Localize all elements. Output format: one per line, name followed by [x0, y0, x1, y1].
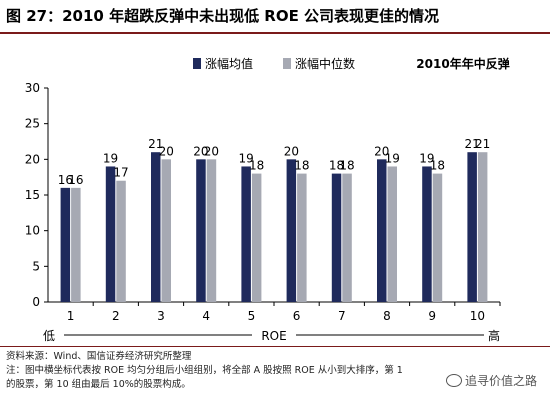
- annotation-label: 2010年年中反弹: [416, 56, 509, 71]
- legend: 涨幅均值 涨幅中位数: [193, 56, 355, 71]
- x-tick-label: 10: [470, 309, 485, 323]
- x-tick-label: 7: [338, 309, 346, 323]
- bar-median: [387, 166, 397, 302]
- x-axis-low-label: 低: [43, 329, 55, 343]
- y-tick-label: 10: [25, 224, 40, 238]
- bar-mean: [377, 159, 387, 302]
- bar-mean: [331, 173, 342, 302]
- x-tick-label: 1: [67, 309, 75, 323]
- y-tick-label: 15: [25, 188, 40, 202]
- bar-mean: [60, 187, 71, 302]
- x-axis-title: ROE: [261, 329, 286, 343]
- y-tick-label: 25: [25, 117, 40, 131]
- data-label: 18: [294, 159, 309, 173]
- bar-mean: [196, 159, 206, 302]
- note-line-1: 注：图中横坐标代表按 ROE 均匀分组后小组组别，将全部 A 股按照 ROE 从…: [6, 365, 403, 376]
- x-tick-label: 4: [202, 309, 210, 323]
- bar-mean: [105, 166, 116, 302]
- bar-mean: [151, 152, 161, 302]
- x-tick-label: 2: [112, 309, 120, 323]
- data-label: 16: [68, 173, 83, 187]
- data-label: 21: [475, 137, 490, 151]
- x-tick-label: 3: [157, 309, 165, 323]
- data-label: 19: [419, 151, 434, 165]
- data-label: 16: [58, 173, 73, 187]
- data-label: 20: [374, 144, 389, 158]
- data-label: 20: [204, 144, 219, 158]
- data-label: 20: [284, 144, 299, 158]
- source-note: 资料来源：Wind、国信证券经济研究所整理: [6, 351, 192, 362]
- y-tick-label: 0: [32, 295, 40, 309]
- data-label: 20: [193, 144, 208, 158]
- data-label: 21: [465, 137, 480, 151]
- x-tick-label: 9: [428, 309, 436, 323]
- data-label: 18: [249, 159, 264, 173]
- bar-median: [477, 152, 488, 302]
- figure-title: 图 27：2010 年超跌反弹中未出现低 ROE 公司表现更佳的情况: [0, 0, 550, 34]
- bar-mean: [467, 152, 477, 302]
- x-tick-label: 8: [383, 309, 391, 323]
- bar-median: [116, 180, 126, 302]
- legend-swatch: [283, 58, 291, 69]
- x-axis-labels: 1 2 3 4 5 6 7 8 9 10 低 ROE 高: [43, 309, 500, 343]
- data-label: 17: [113, 166, 128, 180]
- data-label: 18: [430, 159, 445, 173]
- data-label: 19: [103, 151, 118, 165]
- x-tick-label: 5: [248, 309, 256, 323]
- bar-median: [71, 187, 81, 302]
- data-label: 19: [239, 151, 254, 165]
- watermark-text: 追寻价值之路: [464, 374, 537, 388]
- footer: 资料来源：Wind、国信证券经济研究所整理 注：图中横坐标代表按 ROE 均匀分…: [0, 346, 550, 403]
- bar-median: [161, 159, 171, 302]
- legend-label: 涨幅中位数: [295, 56, 355, 71]
- data-label: 18: [329, 159, 344, 173]
- bar-mean: [241, 166, 251, 302]
- y-tick-label: 30: [25, 81, 40, 95]
- bar-median: [297, 173, 307, 302]
- data-label: 18: [339, 159, 354, 173]
- wechat-icon: [445, 374, 462, 387]
- legend-swatch: [193, 58, 201, 69]
- bars: [60, 152, 488, 302]
- data-label: 19: [385, 151, 400, 165]
- legend-label: 涨幅均值: [205, 56, 253, 71]
- y-tick-label: 5: [32, 259, 40, 273]
- x-axis-high-label: 高: [488, 328, 500, 343]
- note-line-2: 的股票，第 10 组由最后 10%的股票构成。: [6, 379, 191, 390]
- bar-median: [432, 173, 443, 302]
- bar-mean: [286, 159, 297, 302]
- x-tick-label: 6: [293, 309, 301, 323]
- watermark: 追寻价值之路: [442, 373, 540, 389]
- y-tick-label: 20: [25, 152, 40, 166]
- bar-mean: [422, 166, 432, 302]
- data-label: 20: [159, 144, 174, 158]
- bar-median: [342, 173, 352, 302]
- data-label: 21: [148, 137, 163, 151]
- bar-median: [251, 173, 262, 302]
- bar-median: [206, 159, 217, 302]
